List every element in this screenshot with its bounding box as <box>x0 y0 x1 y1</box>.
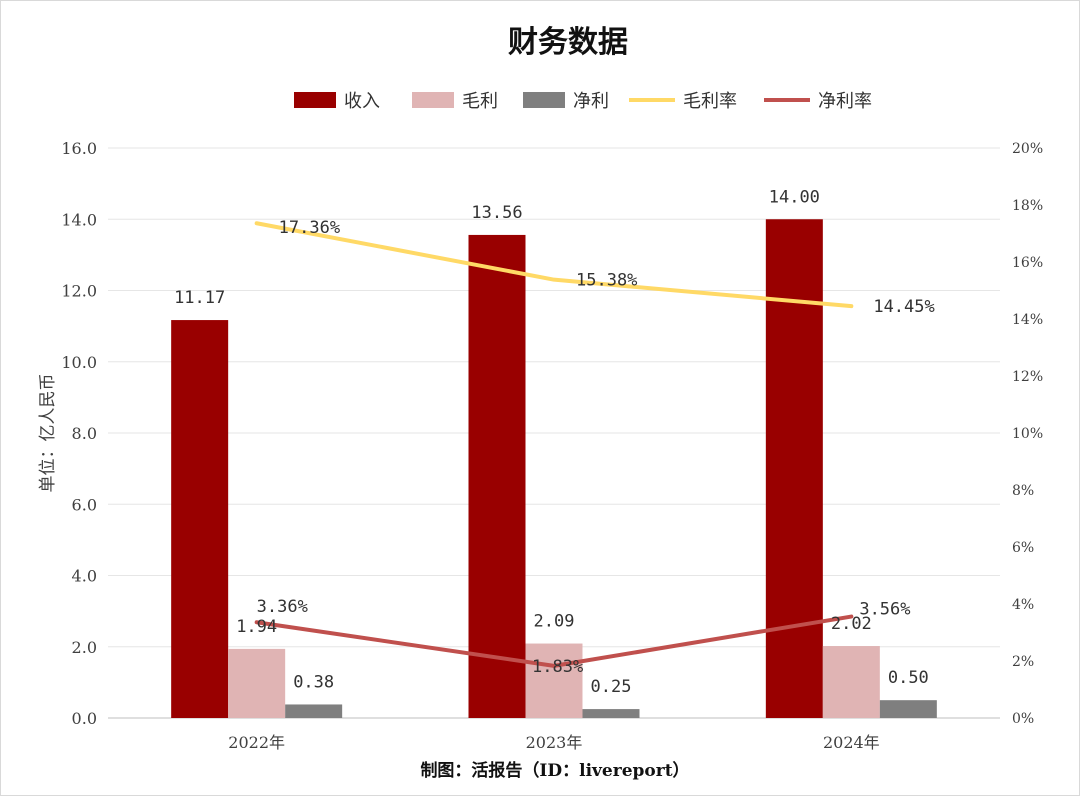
legend-label: 收入 <box>344 91 380 112</box>
bar-value-label: 0.50 <box>888 668 929 688</box>
bar-value-label: 13.56 <box>471 203 522 223</box>
bars <box>171 219 937 719</box>
x-tick-label: 2023年 <box>526 733 583 752</box>
rate-value-label: 15.38% <box>576 271 637 291</box>
x-axis-ticks: 2022年 2023年 2024年 <box>228 733 879 752</box>
y-tick-label: 8.0 <box>72 424 97 443</box>
bar-收入 <box>765 219 823 718</box>
y2-tick-label: 6% <box>1012 540 1034 556</box>
legend: 收入 毛利 净利 毛利率 净利率 <box>294 91 872 112</box>
y2-tick-label: 12% <box>1012 369 1043 385</box>
bar-value-label: 1.94 <box>236 617 277 637</box>
right-axis-ticks: 0% 2% 4% 6% 8% 10% 12% 14% 16% 18% 20% <box>1012 141 1043 727</box>
y-tick-label: 2.0 <box>72 638 97 657</box>
rate-value-label: 17.36% <box>279 218 340 238</box>
legend-swatch-收入 <box>294 92 336 108</box>
rate-value-label: 3.56% <box>859 600 910 620</box>
legend-label: 毛利率 <box>683 91 737 112</box>
y-tick-label: 4.0 <box>72 567 97 586</box>
legend-swatch-净利 <box>523 92 565 108</box>
legend-label: 净利率 <box>818 91 872 112</box>
bar-value-label: 0.38 <box>293 672 334 692</box>
y-tick-label: 10.0 <box>61 353 97 372</box>
y2-tick-label: 14% <box>1012 312 1043 328</box>
y-axis-label: 单位：亿人民币 <box>38 374 58 493</box>
x-tick-label: 2022年 <box>228 733 285 752</box>
y-tick-label: 12.0 <box>61 282 97 301</box>
data-labels: 11.17 13.56 14.00 1.94 2.09 2.02 0.38 0.25 0.50 1… <box>174 187 935 697</box>
legend-label: 毛利 <box>462 91 498 112</box>
bar-净利 <box>285 704 343 718</box>
x-tick-label: 2024年 <box>823 733 880 752</box>
bar-毛利 <box>228 648 286 718</box>
y2-tick-label: 0% <box>1012 711 1034 727</box>
bar-收入 <box>468 234 526 719</box>
y2-tick-label: 20% <box>1012 141 1043 157</box>
y2-tick-label: 8% <box>1012 483 1034 499</box>
chart-title: 财务数据 <box>508 25 628 60</box>
left-axis-ticks: 0.0 2.0 4.0 6.0 8.0 10.0 12.0 14.0 16.0 <box>61 139 97 728</box>
bar-净利 <box>582 709 640 718</box>
bar-value-label: 2.09 <box>534 612 575 632</box>
y-tick-label: 14.0 <box>61 210 97 229</box>
y-tick-label: 16.0 <box>61 139 97 158</box>
y2-tick-label: 16% <box>1012 255 1043 271</box>
line-毛利率 <box>254 221 854 309</box>
bar-收入 <box>171 320 229 718</box>
bar-净利 <box>879 700 937 718</box>
y2-tick-label: 18% <box>1012 198 1043 214</box>
bar-value-label: 14.00 <box>769 187 820 207</box>
legend-swatch-毛利 <box>412 92 454 108</box>
legend-label: 净利 <box>573 91 609 112</box>
y2-tick-label: 2% <box>1012 654 1034 670</box>
bar-毛利 <box>525 643 583 718</box>
y2-tick-label: 10% <box>1012 426 1043 442</box>
bar-value-label: 0.25 <box>591 677 632 697</box>
gridlines <box>108 147 1000 719</box>
bar-value-label: 11.17 <box>174 288 225 308</box>
rate-value-label: 14.45% <box>873 297 934 317</box>
y-tick-label: 6.0 <box>72 495 97 514</box>
rate-lines <box>254 221 854 668</box>
y-tick-label: 0.0 <box>72 709 97 728</box>
rate-value-label: 1.83% <box>532 657 583 677</box>
y2-tick-label: 4% <box>1012 597 1034 613</box>
bar-毛利 <box>822 646 880 718</box>
rate-value-label: 3.36% <box>257 597 308 617</box>
bar-value-label: 2.02 <box>831 614 872 634</box>
chart-footer: 制图：活报告（ID：livereport） <box>420 760 689 781</box>
